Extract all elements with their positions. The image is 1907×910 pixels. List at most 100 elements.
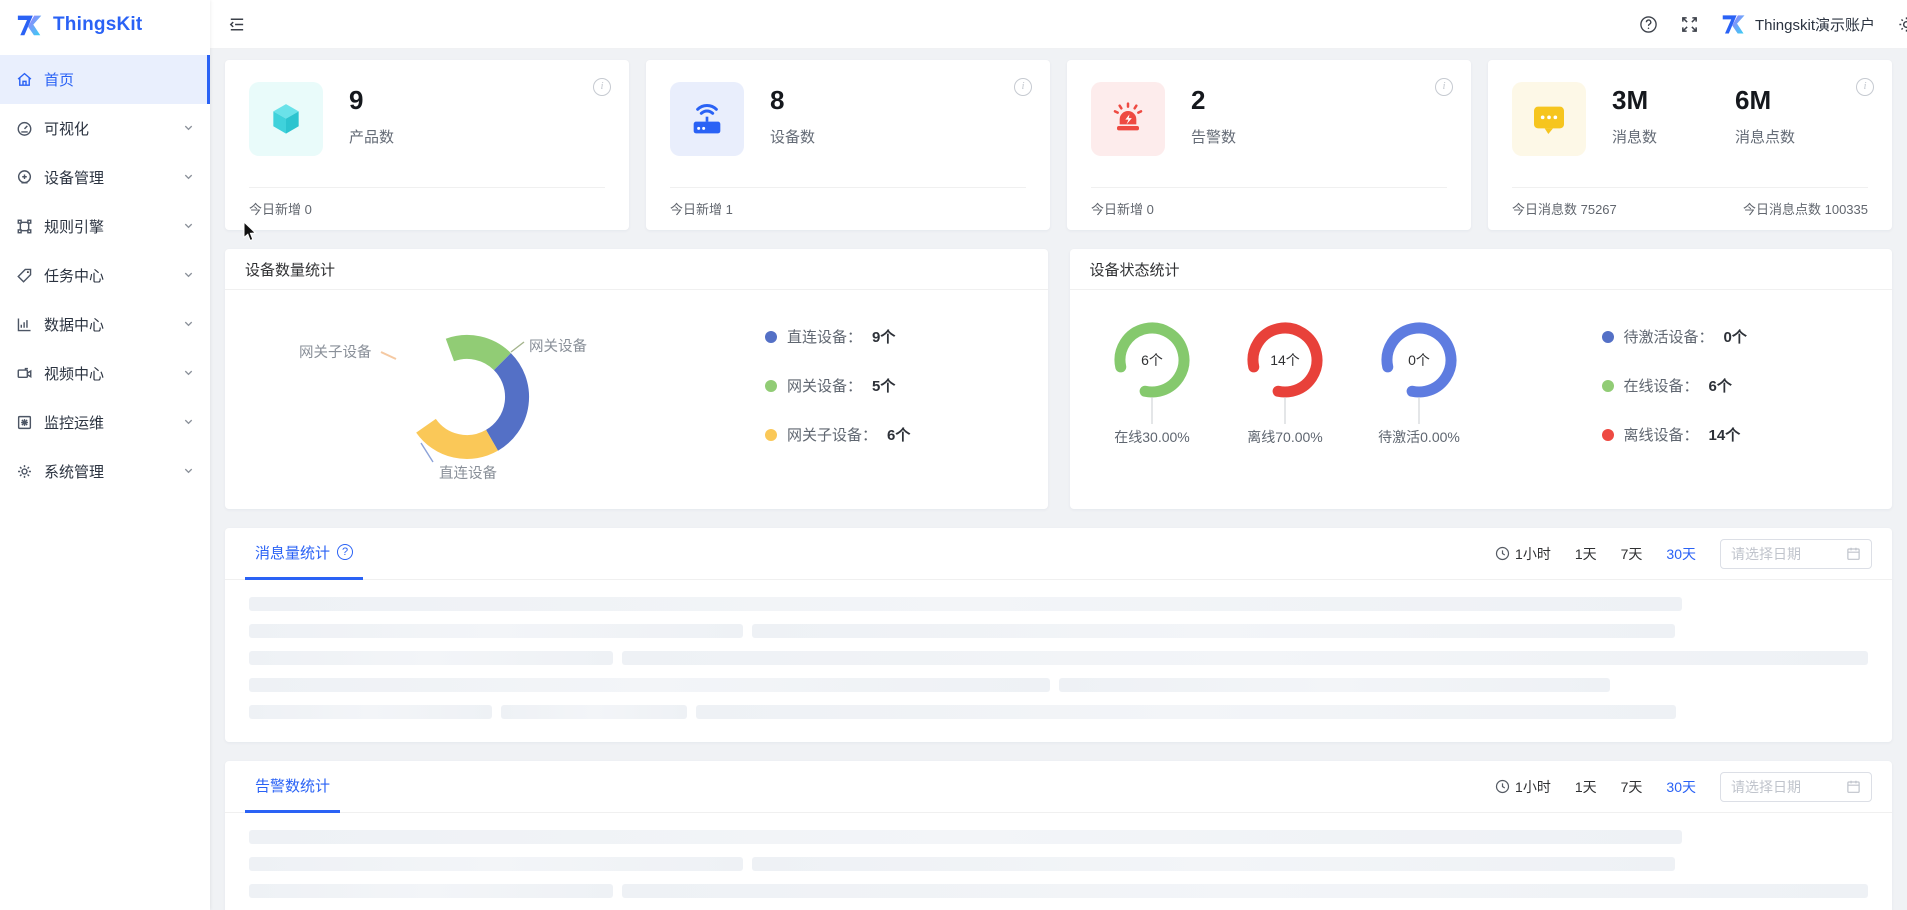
card-title: 设备状态统计 bbox=[1069, 249, 1892, 290]
sidebar-menu: 首页 可视化 设备管理 规则引擎 任务中 bbox=[0, 49, 210, 496]
device-status-gauge-chart[interactable]: 6个 在线30.00% 14个 离线70.00% 0个 待激活 bbox=[1070, 290, 1540, 508]
tab-alarm-stats[interactable]: 告警数统计 bbox=[245, 761, 341, 813]
stat-value: 3M bbox=[1612, 85, 1649, 115]
sidebar-item-data-center[interactable]: 数据中心 bbox=[0, 300, 210, 349]
range-1hour[interactable]: 1小时 bbox=[1495, 777, 1551, 797]
sidebar-item-rule-engine[interactable]: 规则引擎 bbox=[0, 202, 210, 251]
range-7days[interactable]: 7天 bbox=[1620, 545, 1643, 562]
legend-item-offline[interactable]: 离线设备： 14个 bbox=[1601, 424, 1747, 445]
stat-label: 告警数 bbox=[1191, 128, 1237, 146]
device-status-legend: 待激活设备： 0个 在线设备： 6个 离线设备： 14个 bbox=[1601, 326, 1747, 445]
range-1hour[interactable]: 1小时 bbox=[1495, 544, 1551, 564]
clock-icon bbox=[1495, 779, 1510, 794]
date-picker[interactable]: 请选择日期 bbox=[1720, 771, 1872, 802]
stat-label: 消息数 bbox=[1612, 128, 1658, 146]
stat-cards-row: i 9 产品数 今日新增 0 i 8 设备数 bbox=[225, 60, 1892, 230]
sidebar-item-label: 监控运维 bbox=[44, 415, 105, 432]
settings-gear-icon[interactable] bbox=[1897, 15, 1907, 34]
device-quantity-card: 设备数量统计 网关设备 网关子设备 直连设备 bbox=[225, 249, 1048, 509]
info-icon[interactable]: i bbox=[1435, 78, 1453, 96]
sidebar-item-visualization[interactable]: 可视化 bbox=[0, 104, 210, 153]
info-icon[interactable]: i bbox=[593, 78, 611, 96]
account-name: Thingskit演示账户 bbox=[1754, 16, 1875, 34]
legend-dot bbox=[1601, 330, 1614, 343]
donut-label-gateway: 网关设备 bbox=[529, 338, 587, 355]
legend-item-gateway-sub[interactable]: 网关子设备： 6个 bbox=[765, 424, 910, 445]
monitor-icon bbox=[16, 414, 33, 431]
sidebar-item-label: 设备管理 bbox=[44, 170, 105, 187]
sidebar-item-label: 任务中心 bbox=[44, 268, 105, 285]
calendar-icon bbox=[1847, 547, 1860, 560]
sidebar: ThingsKit 首页 可视化 设备管理 规则引擎 bbox=[0, 0, 210, 910]
sidebar-item-label: 系统管理 bbox=[44, 464, 105, 481]
legend-item-online[interactable]: 在线设备： 6个 bbox=[1601, 375, 1747, 396]
card-title: 设备数量统计 bbox=[225, 249, 1048, 290]
legend-dot bbox=[1601, 379, 1614, 392]
thingskit-logo-icon bbox=[16, 11, 44, 39]
data-chart-icon bbox=[16, 316, 33, 333]
stat-footer-text: 今日新增 1 bbox=[670, 202, 733, 217]
sidebar-item-system-management[interactable]: 系统管理 bbox=[0, 447, 210, 496]
sidebar-item-task-center[interactable]: 任务中心 bbox=[0, 251, 210, 300]
chevron-down-icon bbox=[183, 218, 194, 236]
info-icon[interactable]: i bbox=[1856, 78, 1874, 96]
sidebar-item-video-center[interactable]: 视频中心 bbox=[0, 349, 210, 398]
sidebar-item-home[interactable]: 首页 bbox=[0, 55, 210, 104]
calendar-icon bbox=[1847, 780, 1860, 793]
gauge-label: 待激活0.00% bbox=[1378, 429, 1460, 445]
topbar: Thingskit演示账户 bbox=[210, 0, 1907, 49]
date-placeholder: 请选择日期 bbox=[1731, 545, 1801, 562]
sidebar-item-label: 视频中心 bbox=[44, 366, 105, 383]
range-1day[interactable]: 1天 bbox=[1574, 545, 1597, 562]
account-menu[interactable]: Thingskit演示账户 bbox=[1721, 11, 1875, 37]
stat-footer-text: 今日新增 0 bbox=[249, 202, 312, 217]
video-icon bbox=[16, 365, 33, 382]
sidebar-item-device-management[interactable]: 设备管理 bbox=[0, 153, 210, 202]
sidebar-item-label: 数据中心 bbox=[44, 317, 105, 334]
collapse-sidebar-icon[interactable] bbox=[227, 15, 246, 34]
sidebar-item-monitoring-ops[interactable]: 监控运维 bbox=[0, 398, 210, 447]
legend-dot bbox=[765, 428, 777, 441]
device-quantity-donut-chart[interactable]: 网关设备 网关子设备 直连设备 bbox=[225, 290, 745, 508]
sidebar-item-label: 首页 bbox=[44, 72, 75, 89]
stat-footer-text: 今日消息点数 100335 bbox=[1743, 202, 1868, 217]
help-icon[interactable] bbox=[1639, 15, 1658, 34]
chevron-down-icon bbox=[183, 267, 194, 285]
legend-dot bbox=[765, 379, 777, 392]
chevron-down-icon bbox=[183, 169, 194, 187]
gauge-value: 0个 bbox=[1408, 352, 1430, 368]
info-icon[interactable]: i bbox=[1014, 78, 1032, 96]
rule-engine-icon bbox=[16, 218, 33, 235]
alarm-stats-card: 告警数统计 1小时 1天 7天 30天 请选择日期 bbox=[225, 761, 1892, 910]
device-router-icon bbox=[670, 82, 744, 156]
stat-card-alarms: i 2 告警数 今日新增 0 bbox=[1067, 60, 1471, 230]
stat-value: 6M bbox=[1735, 85, 1772, 115]
donut-label-gateway-sub: 网关子设备 bbox=[299, 344, 372, 361]
fullscreen-icon[interactable] bbox=[1680, 15, 1699, 34]
gauge-value: 6个 bbox=[1141, 352, 1163, 368]
legend-item-inactive[interactable]: 待激活设备： 0个 bbox=[1601, 326, 1747, 347]
product-cube-icon bbox=[249, 82, 323, 156]
brand[interactable]: ThingsKit bbox=[0, 0, 210, 49]
range-30days[interactable]: 30天 bbox=[1666, 545, 1696, 562]
chevron-down-icon bbox=[183, 120, 194, 138]
message-stats-card: 消息量统计 ? 1小时 1天 7天 30天 请选择日期 bbox=[225, 528, 1892, 742]
stat-footer-text: 今日消息数 75267 bbox=[1512, 202, 1617, 217]
legend-item-direct[interactable]: 直连设备： 9个 bbox=[765, 326, 910, 347]
legend-item-gateway[interactable]: 网关设备： 5个 bbox=[765, 375, 910, 396]
message-stats-controls: 1小时 1天 7天 30天 请选择日期 bbox=[1495, 538, 1872, 569]
clock-icon bbox=[1495, 546, 1510, 561]
tab-message-stats[interactable]: 消息量统计 ? bbox=[245, 528, 364, 580]
range-30days[interactable]: 30天 bbox=[1666, 778, 1696, 795]
chart-cards-row: 设备数量统计 网关设备 网关子设备 直连设备 bbox=[225, 249, 1892, 509]
range-7days[interactable]: 7天 bbox=[1620, 778, 1643, 795]
chevron-down-icon bbox=[183, 365, 194, 383]
date-picker[interactable]: 请选择日期 bbox=[1720, 538, 1872, 569]
alarm-stats-controls: 1小时 1天 7天 30天 请选择日期 bbox=[1495, 771, 1872, 802]
loading-skeleton bbox=[225, 813, 1892, 898]
stat-card-messages: i 3M 消息数 6M 消息点数 今日消息数 75267 今日消息点数 1003… bbox=[1488, 60, 1892, 230]
range-1day[interactable]: 1天 bbox=[1574, 778, 1597, 795]
gauge-label: 离线70.00% bbox=[1247, 429, 1322, 445]
sidebar-item-label: 规则引擎 bbox=[44, 219, 105, 236]
stat-value: 8 bbox=[770, 85, 785, 115]
